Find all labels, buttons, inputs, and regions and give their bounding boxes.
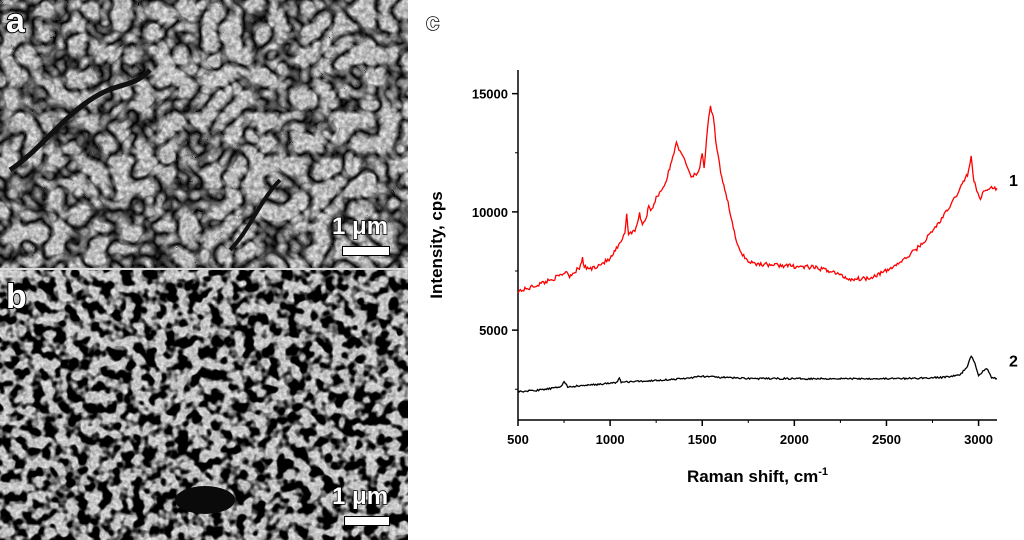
- y-tick-label: 5000: [479, 323, 508, 338]
- scale-bar-b: [344, 516, 390, 526]
- x-tick-label: 3000: [964, 432, 993, 447]
- raman-chart: c 500 1000 1500 2000 2500 300050001000015000 …: [425, 8, 1018, 486]
- chart-axes: 500 1000 1500 2000 2500 3000 5000 10000 15000: [472, 70, 997, 447]
- x-tick-label: 1000: [596, 432, 625, 447]
- scale-bar-label-a: 1 μm: [331, 213, 389, 240]
- x-tick-label: 1500: [688, 432, 717, 447]
- series-label-2: 2: [1009, 354, 1018, 371]
- y-axis-label: Intensity, cps: [427, 191, 446, 298]
- sem-texture-a: [0, 0, 408, 268]
- panel-label-b: b: [5, 278, 28, 316]
- series-line-2: [517, 355, 998, 393]
- panel-label-a: a: [5, 2, 26, 40]
- chart-series: 12: [517, 105, 1018, 393]
- sem-image-a: [0, 0, 408, 268]
- x-axis-label: Raman shift, cm-1: [687, 466, 828, 486]
- panel-label-c: c: [426, 9, 439, 36]
- x-tick-label: 2000: [780, 432, 809, 447]
- y-tick-label: 10000: [472, 205, 508, 220]
- sem-image-b: [0, 270, 408, 540]
- series-line-1: [517, 105, 998, 294]
- scale-bar-a: [342, 246, 390, 256]
- x-tick-label: 2500: [872, 432, 901, 447]
- x-axis-label-text: Raman shift, cm: [687, 467, 818, 486]
- panel-divider: [0, 268, 408, 270]
- sem-texture-b: [0, 270, 408, 540]
- scale-bar-label-b: 1 μm: [331, 483, 389, 510]
- series-label-1: 1: [1009, 173, 1018, 190]
- x-tick-label: 500: [507, 432, 529, 447]
- x-axis-label-superscript: -1: [818, 466, 828, 478]
- y-tick-label: 15000: [472, 87, 508, 102]
